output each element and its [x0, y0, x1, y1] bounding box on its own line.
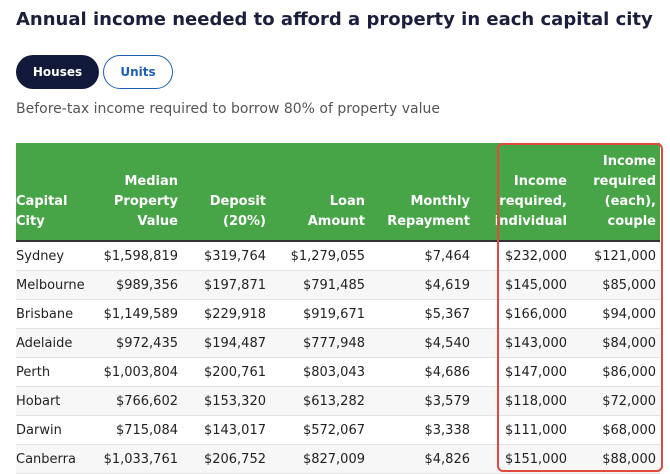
income-table: Capital City Median Property Value Deposit… [16, 143, 660, 474]
table-cell: $572,067 [270, 415, 369, 445]
table-cell: $4,540 [369, 328, 474, 358]
table-cell: $85,000 [571, 270, 660, 300]
table-cell: Hobart [16, 386, 96, 416]
table-row: Brisbane $1,149,589 $229,918 $919,671 $5,367… [16, 299, 660, 329]
column-header: Income required (each), couple [571, 143, 660, 241]
table-cell: $232,000 [474, 241, 571, 271]
table-cell: $121,000 [571, 241, 660, 271]
table-cell: $200,761 [182, 357, 270, 387]
column-header: Median Property Value [96, 143, 182, 241]
header-row: Capital City Median Property Value Deposit… [16, 143, 660, 241]
table-cell: $229,918 [182, 299, 270, 329]
table-cell: $1,598,819 [96, 241, 182, 271]
column-header: Deposit (20%) [182, 143, 270, 241]
table-cell: $166,000 [474, 299, 571, 329]
column-header: Monthly Repayment [369, 143, 474, 241]
table-cell: $3,338 [369, 415, 474, 445]
table-cell: $153,320 [182, 386, 270, 416]
table-cell: $3,579 [369, 386, 474, 416]
table-cell: $7,464 [369, 241, 474, 271]
table-cell: $766,602 [96, 386, 182, 416]
table-cell: $68,000 [571, 415, 660, 445]
tab-units[interactable]: Units [103, 55, 173, 89]
table-cell: Adelaide [16, 328, 96, 358]
table-cell: $4,619 [369, 270, 474, 300]
table-cell: $1,279,055 [270, 241, 369, 271]
column-header: Capital City [16, 143, 96, 241]
table-cell: $118,000 [474, 386, 571, 416]
table-cell: $5,367 [369, 299, 474, 329]
table-cell: $1,033,761 [96, 444, 182, 474]
table-cell: $715,084 [96, 415, 182, 445]
column-header: Income required, individual [474, 143, 571, 241]
table-cell: $989,356 [96, 270, 182, 300]
table-cell: $1,149,589 [96, 299, 182, 329]
table-cell: $919,671 [270, 299, 369, 329]
table-cell: $972,435 [96, 328, 182, 358]
table-cell: $143,000 [474, 328, 571, 358]
title: Annual income needed to afford a propert… [16, 9, 653, 30]
subtitle: Before-tax income required to borrow 80%… [16, 101, 440, 117]
table-cell: $143,017 [182, 415, 270, 445]
table-row: Darwin $715,084 $143,017 $572,067 $3,338 $111… [16, 415, 660, 445]
table-cell: $84,000 [571, 328, 660, 358]
table-body: Sydney $1,598,819 $319,764 $1,279,055 $7,464… [16, 241, 660, 474]
table-cell: $88,000 [571, 444, 660, 474]
tab-houses[interactable]: Houses [16, 55, 99, 89]
table-cell: Melbourne [16, 270, 96, 300]
table-cell: $151,000 [474, 444, 571, 474]
table-cell: $1,003,804 [96, 357, 182, 387]
table-cell: Sydney [16, 241, 96, 271]
table-cell: $319,764 [182, 241, 270, 271]
table-row: Adelaide $972,435 $194,487 $777,948 $4,540 $1… [16, 328, 660, 358]
table-cell: $111,000 [474, 415, 571, 445]
table-cell: Brisbane [16, 299, 96, 329]
table-cell: $4,686 [369, 357, 474, 387]
table-cell: $206,752 [182, 444, 270, 474]
table-cell: $791,485 [270, 270, 369, 300]
table-row: Perth $1,003,804 $200,761 $803,043 $4,686 $14… [16, 357, 660, 387]
table-cell: $613,282 [270, 386, 369, 416]
table-cell: Perth [16, 357, 96, 387]
table-row: Canberra $1,033,761 $206,752 $827,009 $4,826… [16, 444, 660, 474]
table-row: Melbourne $989,356 $197,871 $791,485 $4,619 $… [16, 270, 660, 300]
table-cell: $72,000 [571, 386, 660, 416]
table-cell: $827,009 [270, 444, 369, 474]
table-cell: $4,826 [369, 444, 474, 474]
table-cell: Canberra [16, 444, 96, 474]
table-cell: $197,871 [182, 270, 270, 300]
table-cell: $145,000 [474, 270, 571, 300]
table-cell: $86,000 [571, 357, 660, 387]
table-row: Sydney $1,598,819 $319,764 $1,279,055 $7,464… [16, 241, 660, 271]
table-cell: $147,000 [474, 357, 571, 387]
table-cell: $777,948 [270, 328, 369, 358]
table-row: Hobart $766,602 $153,320 $613,282 $3,579 $118… [16, 386, 660, 416]
table-cell: Darwin [16, 415, 96, 445]
table-cell: $194,487 [182, 328, 270, 358]
table-cell: $94,000 [571, 299, 660, 329]
column-header: Loan Amount [270, 143, 369, 241]
table-cell: $803,043 [270, 357, 369, 387]
